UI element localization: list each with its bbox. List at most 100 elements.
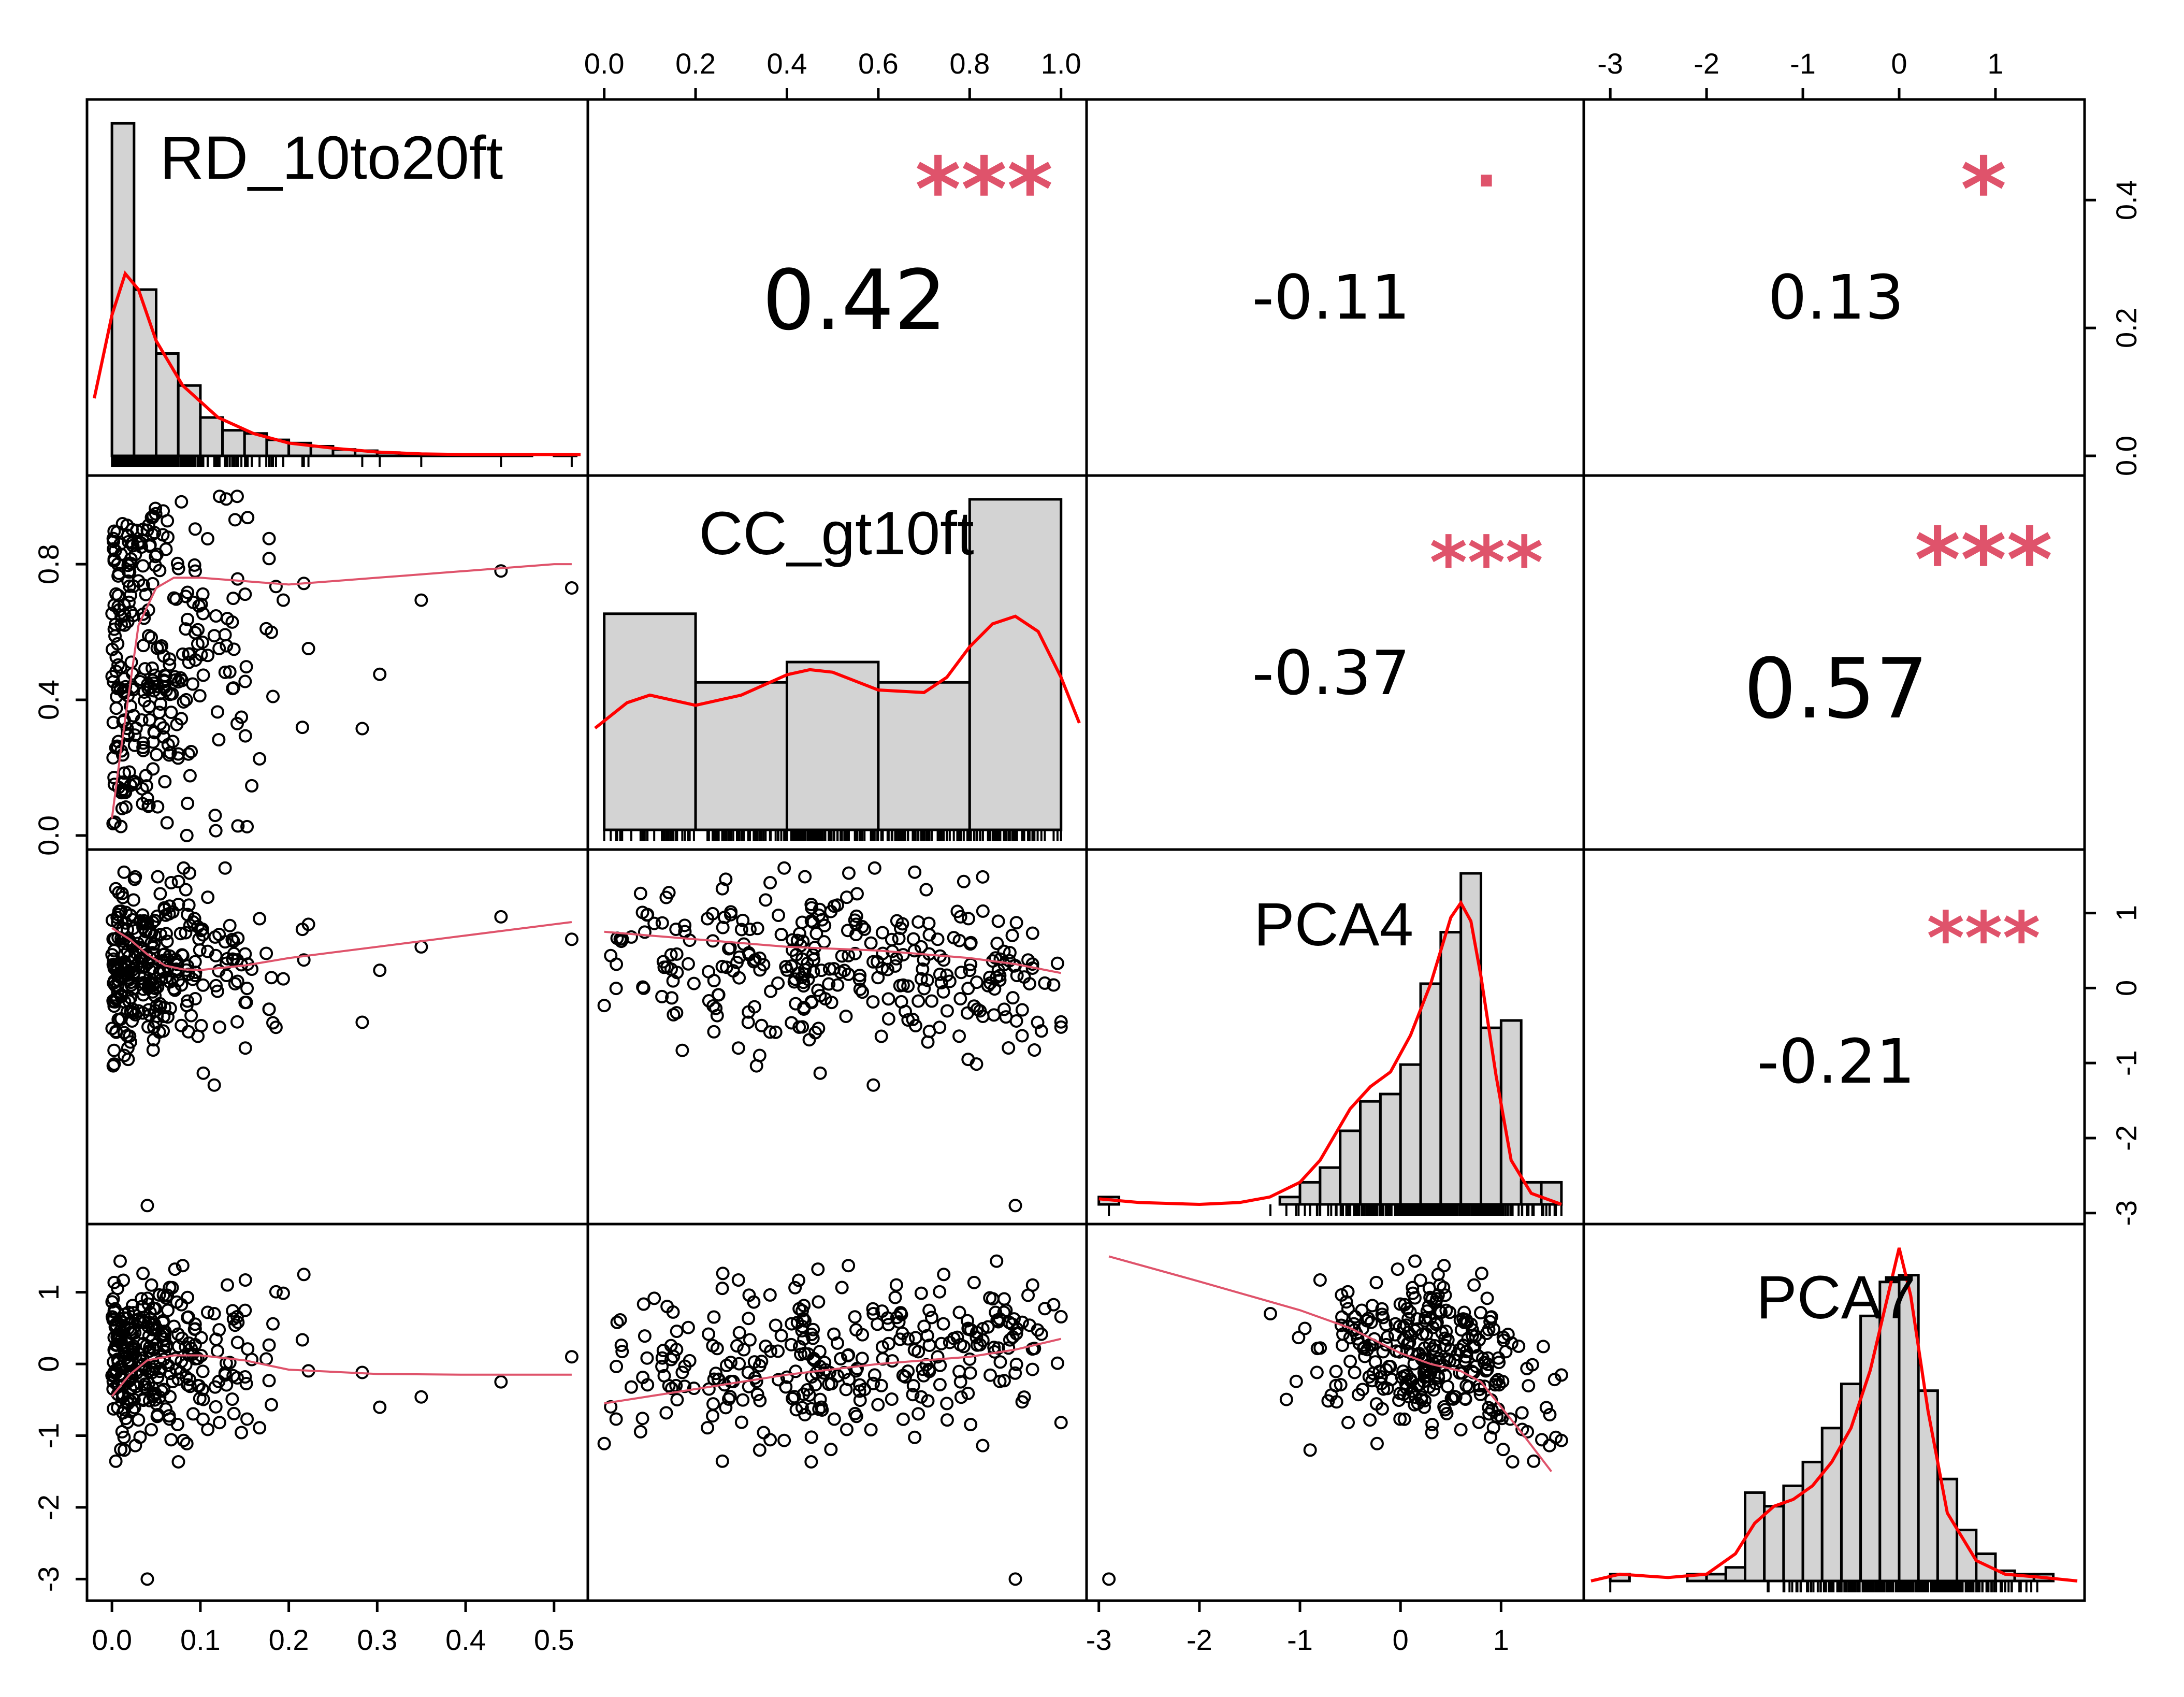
scatter-point-r2-c1	[637, 981, 650, 995]
scatter-point-r2-c0	[144, 936, 158, 950]
scatter-point-r3-c1	[889, 1278, 903, 1292]
scatter-point-r2-c1	[763, 875, 777, 889]
scatter-point-r1-c0	[194, 597, 208, 611]
scatter-point-r3-c1	[753, 1393, 767, 1407]
panel-frame-r1-c0	[85, 474, 589, 851]
scatter-point-r1-c0	[135, 713, 149, 727]
scatter-point-r3-c0	[207, 1307, 221, 1321]
scatter-point-r3-c0	[140, 1572, 154, 1586]
panel-frame-r2-c1	[586, 848, 1088, 1226]
scatter-point-r3-c0	[133, 1430, 147, 1444]
scatter-point-r2-c0	[565, 932, 578, 946]
scatter-point-r3-c0	[171, 1455, 185, 1469]
scatter-point-r1-c0	[119, 785, 133, 799]
scatter-point-r3-c1	[802, 1388, 816, 1402]
axis-tick-label: -2	[2110, 1125, 2143, 1151]
corr-rd-pca7: 0.13	[1768, 262, 1904, 333]
scatter-point-r3-c2	[1298, 1321, 1312, 1335]
scatter-point-r3-c1	[849, 1410, 863, 1423]
scatter-point-r3-c2	[1375, 1307, 1389, 1321]
scatter-point-r3-c0	[228, 1318, 242, 1332]
scatter-point-r3-c1	[1054, 1416, 1068, 1430]
scatter-point-r2-c1	[1002, 954, 1016, 968]
scatter-point-r2-c0	[175, 1018, 189, 1032]
corr-pca4-pca7: -0.21	[1757, 1026, 1915, 1097]
scatter-point-r1-c0	[262, 552, 276, 566]
scatter-point-r3-c2	[1539, 1401, 1553, 1415]
scatter-point-r2-c0	[117, 1026, 131, 1040]
scatter-point-r2-c1	[806, 915, 820, 929]
scatter-point-r1-c0	[218, 628, 232, 642]
scatter-point-r3-c2	[1357, 1341, 1371, 1355]
scatter-point-r3-c0	[180, 1436, 194, 1450]
scatter-point-r2-c1	[907, 944, 921, 958]
scatter-point-r2-c1	[920, 973, 934, 987]
scatter-point-r2-c0	[144, 926, 158, 940]
scatter-point-r3-c2	[1423, 1338, 1437, 1351]
scatter-point-r1-c0	[140, 523, 154, 537]
scatter-point-r3-c2	[1343, 1355, 1357, 1369]
scatter-point-r3-c0	[225, 1392, 239, 1406]
scatter-point-r2-c1	[675, 1043, 689, 1057]
scatter-point-r2-c1	[981, 979, 995, 993]
scatter-point-r2-c0	[196, 1066, 210, 1080]
scatter-point-r1-c0	[139, 587, 153, 601]
scatter-point-r3-c1	[896, 1369, 910, 1383]
scatter-point-r2-c0	[276, 972, 290, 986]
scatter-point-r2-c0	[134, 914, 148, 928]
scatter-point-r1-c0	[136, 743, 150, 757]
scatter-point-r3-c0	[177, 1433, 191, 1447]
scatter-point-r1-c0	[142, 713, 156, 727]
scatter-point-r2-c1	[731, 1041, 745, 1055]
scatter-point-r3-c2	[1279, 1392, 1293, 1406]
scatter-point-r2-c1	[814, 963, 828, 977]
scatter-point-r2-c1	[943, 974, 957, 988]
scatter-point-r2-c1	[1028, 1043, 1042, 1057]
scatter-point-r1-c0	[135, 782, 149, 796]
scatter-point-r2-c0	[119, 916, 133, 930]
scatter-point-r2-c1	[635, 905, 649, 919]
scatter-point-r3-c0	[259, 1352, 273, 1366]
scatter-point-r1-c0	[184, 744, 198, 758]
scatter-point-r3-c0	[262, 1374, 276, 1388]
scatter-point-r2-c0	[160, 934, 174, 948]
scatter-point-r1-c0	[107, 674, 121, 688]
scatter-point-r3-c1	[755, 1355, 769, 1369]
scatter-point-r3-c0	[253, 1421, 267, 1435]
scatter-point-r2-c1	[963, 937, 977, 951]
scatter-point-r3-c1	[797, 1332, 811, 1346]
scatter-point-r2-c1	[970, 1057, 983, 1071]
scatter-point-r3-c2	[1329, 1364, 1343, 1378]
scatter-point-r3-c2	[1348, 1365, 1362, 1379]
scatter-point-r3-c0	[373, 1400, 387, 1414]
scatter-point-r1-c0	[134, 536, 148, 550]
scatter-point-r3-c1	[678, 1379, 692, 1393]
scatter-point-r2-c0	[201, 890, 215, 904]
scatter-point-r2-c0	[179, 883, 193, 897]
scatter-point-r1-c0	[118, 608, 132, 622]
scatter-point-r3-c1	[806, 1331, 820, 1345]
scatter-point-r1-c0	[200, 532, 214, 546]
scatter-point-r2-c1	[961, 982, 975, 996]
scatter-point-r2-c1	[743, 923, 757, 937]
scatter-point-r2-c1	[953, 992, 967, 1006]
scatter-point-r1-c0	[169, 592, 183, 606]
axis-tick-label: -2	[1694, 47, 1719, 80]
scatter-point-r2-c0	[196, 978, 210, 992]
scatter-point-r3-c1	[670, 1343, 684, 1357]
hist-bar-PCA7	[1744, 1491, 1766, 1583]
scatter-point-r3-c0	[193, 1391, 207, 1405]
scatter-point-r3-c1	[940, 1413, 954, 1427]
scatter-point-r1-c0	[230, 716, 244, 730]
scatter-point-r1-c0	[163, 687, 177, 701]
axis-tick-label: 0.1	[180, 1623, 221, 1656]
scatter-point-r2-c1	[936, 985, 950, 999]
scatter-point-r3-c1	[615, 1345, 629, 1359]
scatter-point-r1-c0	[238, 674, 252, 688]
scatter-point-r3-c1	[613, 1313, 627, 1327]
scatter-point-r1-c0	[209, 609, 223, 623]
scatter-point-r2-c1	[753, 1048, 766, 1062]
axis-tick-label: 0	[2110, 980, 2143, 996]
scatter-point-r3-c0	[269, 1285, 283, 1299]
corr-cc-pca7: 0.57	[1744, 640, 1928, 737]
